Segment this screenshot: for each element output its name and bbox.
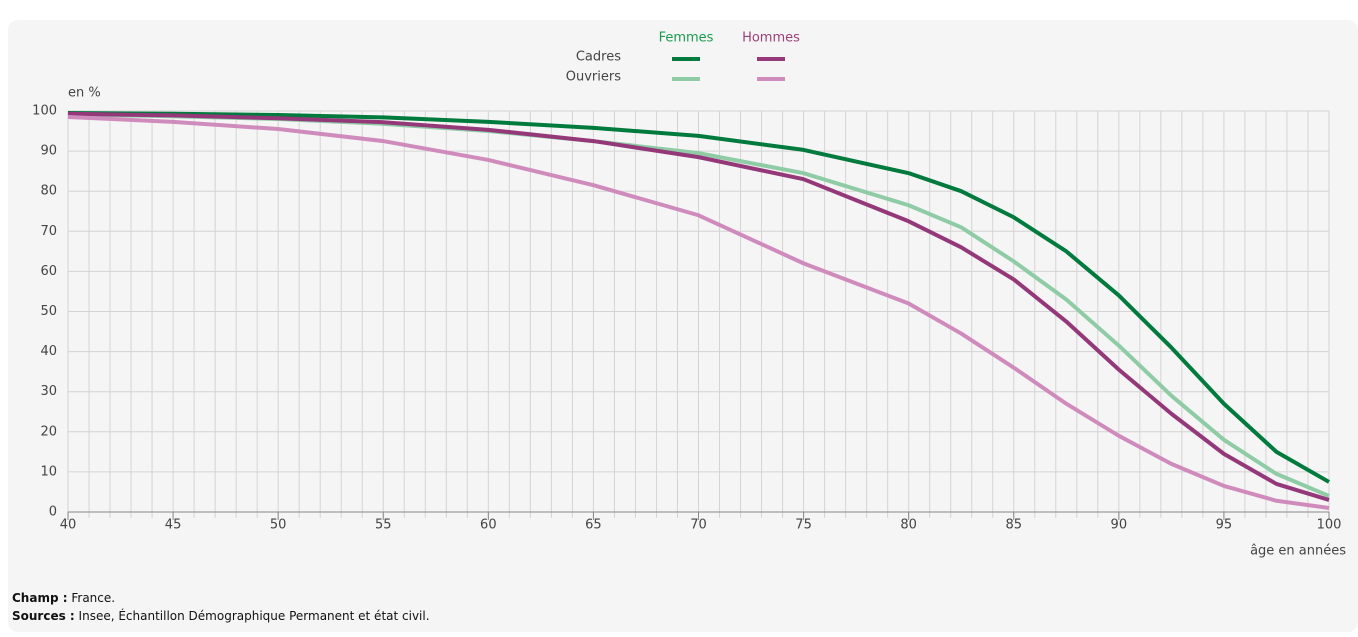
y-tick-label: 80 xyxy=(40,184,57,199)
x-tick-label: 100 xyxy=(1317,518,1342,533)
series-line xyxy=(67,111,1330,484)
x-tick-label: 60 xyxy=(480,518,497,533)
y-tick-label: 70 xyxy=(40,224,57,239)
x-tick-label: 75 xyxy=(795,518,812,533)
x-tick-label: 85 xyxy=(1005,518,1022,533)
note: Sources : Insee, Échantillon Démographiq… xyxy=(12,608,430,623)
y-axis-label: en % xyxy=(68,86,101,101)
y-tick-label: 10 xyxy=(40,464,57,479)
legend-column: Hommes xyxy=(742,31,800,46)
note-text: Insee, Échantillon Démographique Permane… xyxy=(79,608,430,623)
note-label: Champ : xyxy=(12,591,68,605)
x-tick-label: 95 xyxy=(1216,518,1233,533)
note: Champ : France. xyxy=(12,591,115,605)
y-tick-label: 20 xyxy=(40,424,57,439)
x-tick-label: 40 xyxy=(60,518,77,533)
y-tick-label: 30 xyxy=(40,384,57,399)
legend-row: Ouvriers xyxy=(566,70,621,85)
x-axis-label: âge en années xyxy=(1250,544,1346,559)
note-text: France. xyxy=(71,591,115,605)
y-tick-label: 50 xyxy=(40,304,57,319)
series-line xyxy=(67,115,1330,510)
x-tick-label: 70 xyxy=(690,518,707,533)
x-tick-label: 50 xyxy=(270,518,287,533)
x-tick-label: 80 xyxy=(900,518,917,533)
x-tick-label: 55 xyxy=(375,518,392,533)
x-tick-label: 45 xyxy=(165,518,182,533)
y-tick-label: 40 xyxy=(40,344,57,359)
y-tick-label: 0 xyxy=(49,505,57,520)
x-tick-label: 90 xyxy=(1111,518,1128,533)
panel xyxy=(8,20,1358,632)
x-tick-label: 65 xyxy=(585,518,602,533)
y-tick-label: 60 xyxy=(40,264,57,279)
y-tick-label: 90 xyxy=(40,144,57,159)
series-line xyxy=(67,111,1330,502)
legend-row: Cadres xyxy=(576,50,621,65)
y-tick-label: 100 xyxy=(32,104,57,119)
legend-column: Femmes xyxy=(659,31,714,46)
note-label: Sources : xyxy=(12,609,75,623)
